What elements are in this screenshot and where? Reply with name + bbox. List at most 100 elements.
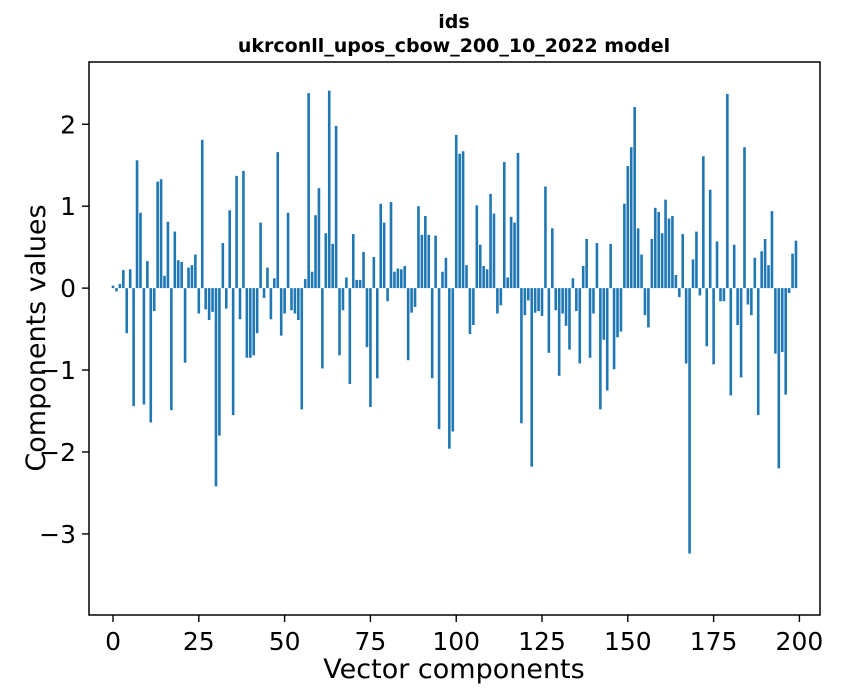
chart-title-line1: ids (438, 11, 469, 33)
bar (746, 288, 750, 305)
x-tick-label: 100 (432, 627, 480, 656)
bar (249, 288, 252, 358)
bar (750, 288, 753, 316)
x-tick-label: 50 (269, 627, 301, 656)
bar (437, 288, 441, 430)
bar (187, 267, 190, 289)
bar (461, 151, 465, 289)
bar (472, 288, 475, 325)
bar (211, 288, 214, 312)
bar (647, 288, 650, 328)
bar (146, 261, 149, 289)
bar (674, 275, 678, 289)
bar (290, 288, 293, 311)
bar (441, 271, 444, 289)
bar (492, 213, 496, 289)
bar (324, 233, 328, 289)
bar (763, 238, 767, 289)
bar (475, 205, 479, 289)
bar (218, 288, 221, 436)
bar (424, 216, 427, 289)
bar (499, 288, 503, 306)
bar-series (111, 90, 798, 554)
bar (372, 256, 376, 289)
bar (317, 188, 321, 289)
bar (485, 269, 489, 289)
bar (115, 288, 118, 292)
bar (599, 288, 602, 410)
bar (224, 288, 228, 309)
y-tick-label: 0 (60, 274, 76, 303)
bar (722, 288, 726, 302)
bar (478, 244, 482, 289)
bar (427, 234, 431, 289)
bar (554, 288, 558, 311)
bar (657, 211, 660, 289)
bar (269, 288, 273, 320)
bar (698, 288, 702, 296)
y-tick-label: 1 (60, 192, 76, 221)
bar (355, 279, 358, 289)
x-tick-label: 0 (105, 627, 121, 656)
x-tick-label: 125 (518, 627, 566, 656)
bar (413, 288, 417, 307)
bar (245, 288, 249, 358)
bar (458, 153, 461, 289)
bar (702, 156, 705, 289)
bar (667, 218, 671, 289)
bar (612, 288, 616, 370)
bar (516, 152, 520, 289)
bar (578, 288, 582, 364)
bar (712, 288, 715, 365)
bar (135, 160, 139, 289)
bar (643, 288, 647, 316)
bar (259, 222, 262, 289)
bar (671, 216, 674, 289)
bar (365, 288, 369, 348)
bar (729, 288, 733, 396)
bar (266, 267, 269, 289)
bar (564, 288, 568, 326)
bar (200, 139, 204, 289)
bar (695, 231, 698, 289)
bar (544, 186, 547, 289)
bar (787, 288, 791, 294)
bar (537, 288, 540, 312)
bar (732, 244, 736, 289)
bar (173, 231, 177, 289)
bar (774, 288, 777, 354)
bar (780, 288, 784, 353)
bar (163, 275, 166, 289)
bar (369, 288, 372, 407)
bar (592, 288, 595, 314)
bar (691, 259, 695, 289)
y-tick-label: −2 (39, 438, 76, 467)
bar (276, 152, 280, 289)
bar (623, 203, 626, 289)
bar (681, 234, 685, 289)
bar (526, 288, 530, 301)
bar (214, 288, 218, 487)
bar (417, 206, 420, 289)
bar (513, 222, 516, 289)
bar (489, 193, 492, 289)
bar (156, 181, 159, 289)
bar (341, 288, 345, 311)
bar (393, 271, 396, 289)
bar (444, 257, 448, 289)
bar (375, 288, 379, 379)
bar (726, 93, 729, 289)
bar (386, 288, 389, 302)
bar (561, 288, 564, 314)
x-tick-label: 75 (355, 627, 387, 656)
bar (530, 288, 534, 467)
bar (334, 125, 338, 289)
bar (571, 278, 575, 289)
bar (719, 288, 722, 302)
bar (314, 215, 317, 289)
bar (228, 210, 232, 289)
bar (111, 285, 115, 289)
bar (122, 270, 125, 289)
bar (520, 288, 523, 424)
